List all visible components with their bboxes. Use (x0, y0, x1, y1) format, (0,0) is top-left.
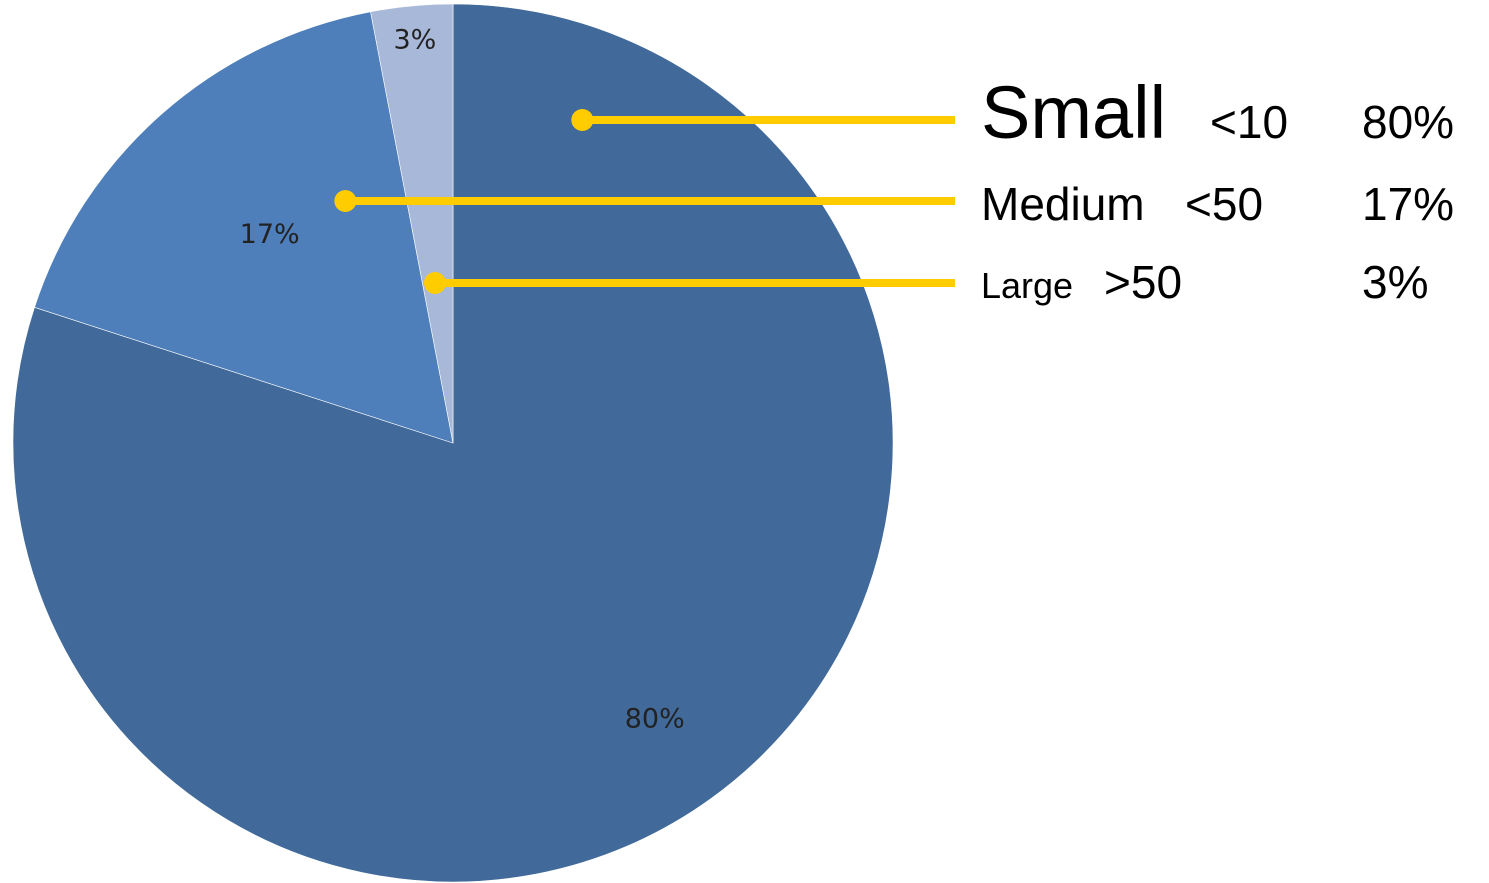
legend-name-large: Large (981, 265, 1073, 306)
legend-qualifier-large: >50 (1104, 256, 1182, 308)
pie-slices (12, 3, 894, 883)
legend-entry-small: Small <10 80% (981, 71, 1454, 154)
legend-name-small: Small (981, 71, 1166, 154)
callout-dot-medium (334, 190, 357, 212)
legend-qualifier-small: <10 (1210, 96, 1288, 148)
legend-entry-medium: Medium <50 17% (981, 178, 1454, 230)
legend-qualifier-medium: <50 (1185, 178, 1263, 230)
legend-entry-large: Large >50 3% (981, 256, 1428, 308)
slice-label-medium: 17% (240, 219, 300, 250)
legend-value-large: 3% (1362, 256, 1428, 308)
legend: Small <10 80% Medium <50 17% Large >50 3… (981, 71, 1454, 308)
callout-dot-small (571, 109, 594, 131)
callout-dot-large (424, 272, 446, 294)
legend-callouts (334, 109, 955, 294)
pie-slice-small (12, 3, 894, 883)
legend-name-medium: Medium (981, 178, 1145, 230)
legend-value-small: 80% (1362, 96, 1454, 148)
pie-slice-large (370, 3, 454, 444)
slice-label-large: 3% (393, 24, 436, 55)
legend-value-medium: 17% (1362, 178, 1454, 230)
pie-slice-medium (34, 11, 454, 444)
slice-label-small: 80% (625, 704, 685, 735)
pie-slice-labels: 80% 17% 3% (240, 24, 685, 734)
